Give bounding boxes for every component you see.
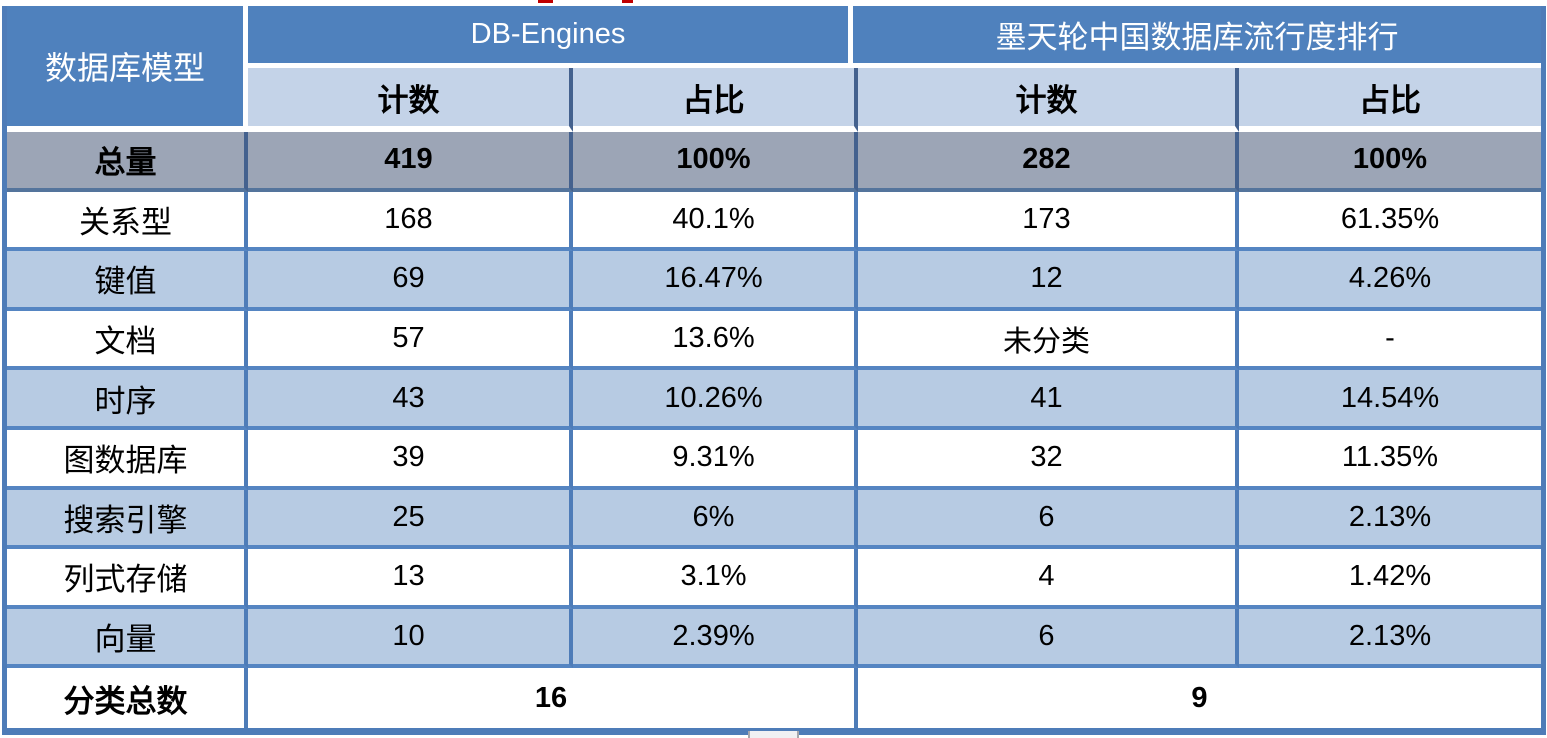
mt-count-value: 32 bbox=[858, 429, 1239, 490]
mt-percent-value: 14.54% bbox=[1239, 370, 1541, 430]
mt-count-value: 173 bbox=[858, 191, 1239, 252]
table-row-columnar: 列式存储 13 3.1% 4 1.42% bbox=[7, 549, 1541, 609]
de-count-value: 25 bbox=[248, 489, 573, 550]
mt-count-value: 41 bbox=[858, 370, 1239, 430]
mt-percent-value: - bbox=[1239, 310, 1541, 371]
de-count-value: 419 bbox=[248, 132, 573, 192]
table-row-search-engine: 搜索引擎 25 6% 6 2.13% bbox=[7, 489, 1541, 550]
table-row-vector: 向量 10 2.39% 6 2.13% bbox=[7, 608, 1541, 669]
mt-percent-value: 4.26% bbox=[1239, 251, 1541, 311]
subheader-mt-percent: 占比 bbox=[1239, 68, 1541, 132]
mt-count-value: 6 bbox=[858, 608, 1239, 669]
table-row-relational: 关系型 168 40.1% 173 61.35% bbox=[7, 191, 1541, 252]
de-percent-value: 100% bbox=[573, 132, 858, 192]
row-label: 列式存储 bbox=[7, 549, 248, 609]
de-percent-value: 16.47% bbox=[573, 251, 858, 311]
mt-percent-value: 11.35% bbox=[1239, 429, 1541, 490]
row-label: 搜索引擎 bbox=[7, 489, 248, 550]
row-label: 分类总数 bbox=[7, 668, 248, 728]
de-count-value: 57 bbox=[248, 310, 573, 371]
de-percent-value: 10.26% bbox=[573, 370, 858, 430]
mt-percent-value: 1.42% bbox=[1239, 549, 1541, 609]
row-label: 关系型 bbox=[7, 191, 248, 252]
clipped-red-text-fragment bbox=[538, 0, 553, 3]
subheader-mt-count: 计数 bbox=[858, 68, 1239, 132]
de-percent-value: 2.39% bbox=[573, 608, 858, 669]
table-row-timeseries: 时序 43 10.26% 41 14.54% bbox=[7, 370, 1541, 430]
subheader-de-count: 计数 bbox=[248, 68, 573, 132]
mt-percent-value: 100% bbox=[1239, 132, 1541, 192]
mt-count-value: 6 bbox=[858, 489, 1239, 550]
de-count-value: 43 bbox=[248, 370, 573, 430]
table-row-category-totals: 分类总数 16 9 bbox=[7, 668, 1541, 728]
de-percent-value: 9.31% bbox=[573, 429, 858, 490]
de-count-value: 168 bbox=[248, 191, 573, 252]
mt-percent-value: 61.35% bbox=[1239, 191, 1541, 252]
header-database-model: 数据库模型 bbox=[7, 6, 248, 132]
row-label: 向量 bbox=[7, 608, 248, 669]
database-model-comparison-table: 数据库模型 DB-Engines 墨天轮中国数据库流行度排行 计数 占比 计数 … bbox=[2, 6, 1546, 735]
de-count-value: 13 bbox=[248, 549, 573, 609]
header-group-db-engines: DB-Engines bbox=[248, 6, 853, 68]
de-percent-value: 3.1% bbox=[573, 549, 858, 609]
row-label: 图数据库 bbox=[7, 429, 248, 490]
row-label: 时序 bbox=[7, 370, 248, 430]
mt-count-value: 12 bbox=[858, 251, 1239, 311]
row-label: 键值 bbox=[7, 251, 248, 311]
table-header: 数据库模型 DB-Engines 墨天轮中国数据库流行度排行 计数 占比 计数 … bbox=[7, 6, 1541, 132]
table-row-graph: 图数据库 39 9.31% 32 11.35% bbox=[7, 429, 1541, 490]
table-row-document: 文档 57 13.6% 未分类 - bbox=[7, 310, 1541, 371]
de-percent-value: 40.1% bbox=[573, 191, 858, 252]
de-percent-value: 6% bbox=[573, 489, 858, 550]
mt-count-value: 282 bbox=[858, 132, 1239, 192]
de-count-value: 10 bbox=[248, 608, 573, 669]
table-row-keyvalue: 键值 69 16.47% 12 4.26% bbox=[7, 251, 1541, 311]
table-row-total: 总量 419 100% 282 100% bbox=[7, 132, 1541, 192]
clipped-red-text-fragment bbox=[622, 0, 633, 3]
mt-percent-value: 2.13% bbox=[1239, 608, 1541, 669]
de-count-value: 69 bbox=[248, 251, 573, 311]
row-label: 总量 bbox=[7, 132, 248, 192]
mt-category-total: 9 bbox=[858, 668, 1541, 728]
de-count-value: 39 bbox=[248, 429, 573, 490]
mt-count-value: 未分类 bbox=[858, 310, 1239, 371]
de-category-total: 16 bbox=[248, 668, 858, 728]
header-group-modb: 墨天轮中国数据库流行度排行 bbox=[853, 6, 1541, 68]
de-percent-value: 13.6% bbox=[573, 310, 858, 371]
horizontal-scrollbar-thumb[interactable] bbox=[748, 731, 799, 738]
subheader-de-percent: 占比 bbox=[573, 68, 858, 132]
row-label: 文档 bbox=[7, 310, 248, 371]
mt-percent-value: 2.13% bbox=[1239, 489, 1541, 550]
mt-count-value: 4 bbox=[858, 549, 1239, 609]
